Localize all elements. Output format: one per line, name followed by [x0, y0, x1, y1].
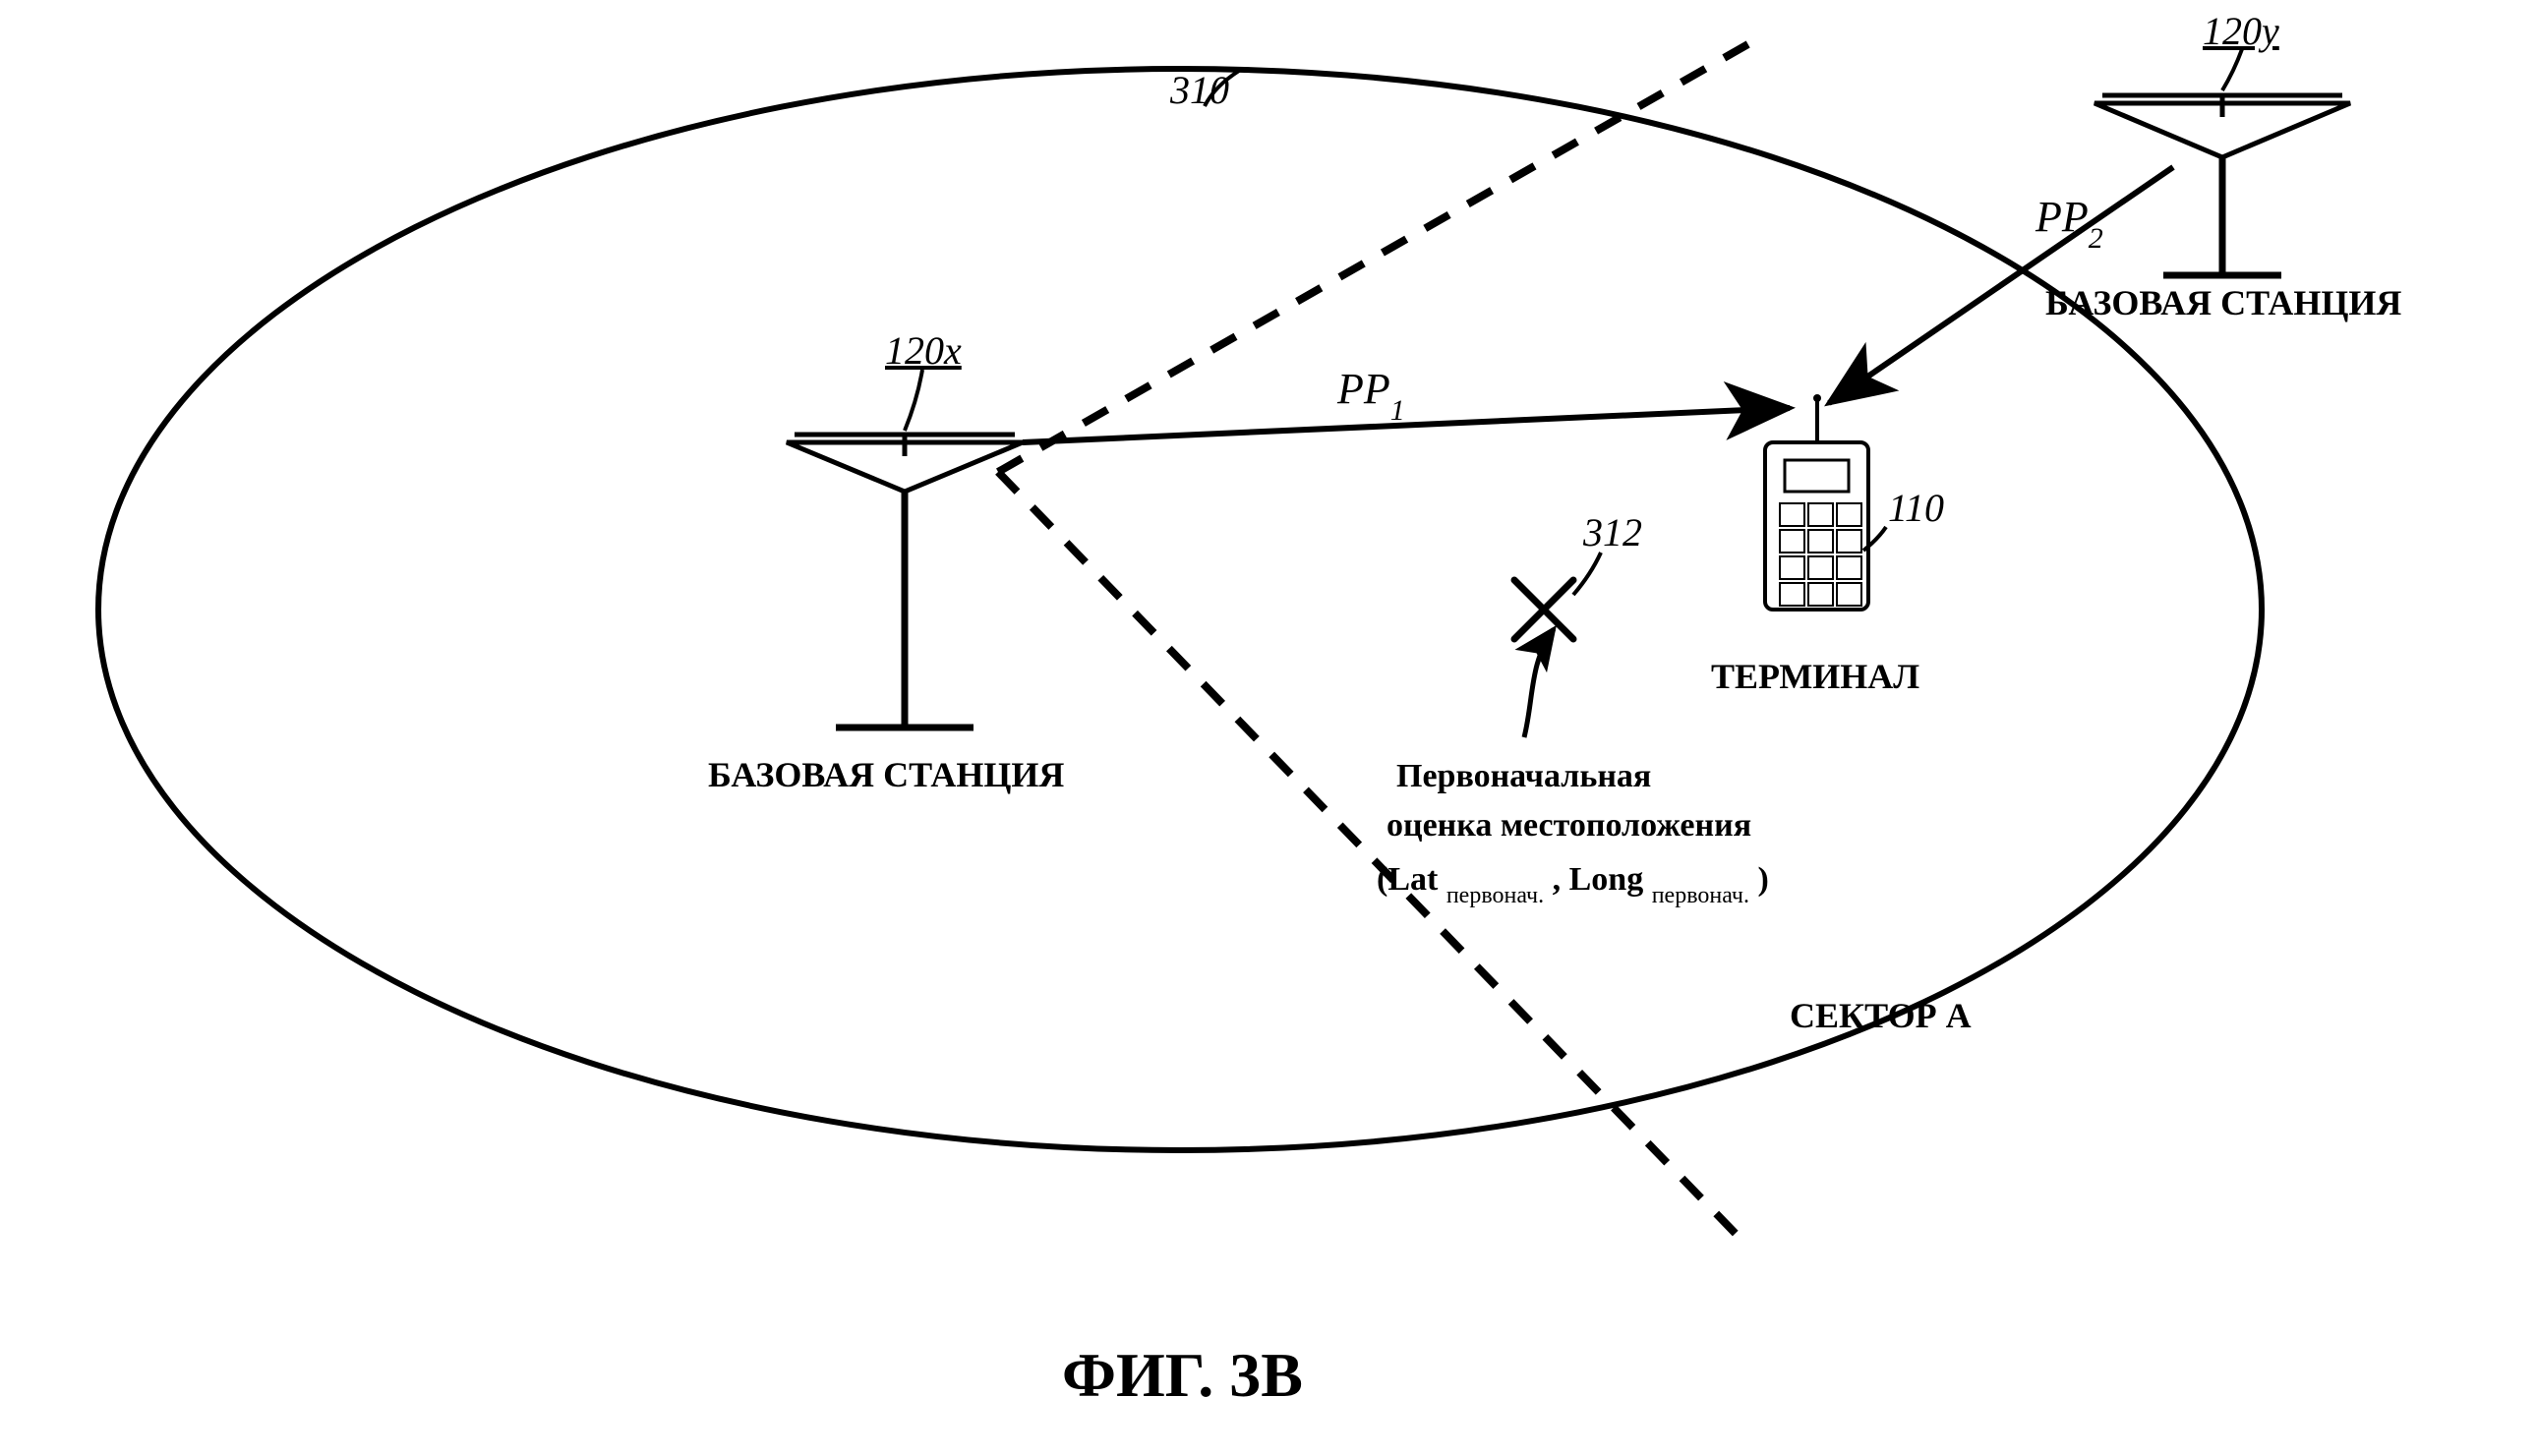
base-station-y-icon	[2094, 95, 2350, 275]
base-station-x-label: БАЗОВАЯ СТАНЦИЯ	[708, 755, 1064, 794]
sector-label: СЕКТОР А	[1790, 996, 1972, 1035]
sector-boundary-lower	[998, 472, 1740, 1239]
ref-110: 110	[1888, 486, 1944, 530]
arrow-pp1-label: PP1	[1336, 365, 1405, 427]
estimate-coords: (Lat первонач. , Long первонач. )	[1377, 861, 1769, 908]
leader-bsy-ref	[2222, 49, 2242, 90]
arrow-pp1	[1023, 408, 1790, 442]
ref-310: 310	[1169, 68, 1229, 112]
figure-label: ФИГ. 3B	[1062, 1340, 1303, 1410]
terminal-label: ТЕРМИНАЛ	[1711, 657, 1919, 696]
diagram-canvas: 310 СЕКТОР А 120x БАЗОВАЯ СТАНЦИЯ 120y БАЗОВА…	[0, 0, 2537, 1456]
base-station-x-icon	[787, 435, 1023, 728]
ref-120x: 120x	[885, 328, 962, 373]
ref-312: 312	[1582, 510, 1642, 554]
base-station-y-label: БАЗОВАЯ СТАНЦИЯ	[2045, 283, 2401, 322]
arrow-pp2-label: PP2	[2035, 193, 2103, 255]
estimate-line1: Первоначальная	[1396, 758, 1651, 794]
leader-estimate-text	[1524, 629, 1554, 737]
terminal-icon	[1765, 394, 1868, 610]
ref-120y: 120y	[2203, 9, 2279, 53]
estimate-line2: оценка местоположения	[1386, 807, 1751, 844]
leader-estimate-ref	[1573, 553, 1601, 595]
leader-bsx-ref	[905, 370, 922, 431]
coverage-ellipse	[98, 69, 2262, 1150]
